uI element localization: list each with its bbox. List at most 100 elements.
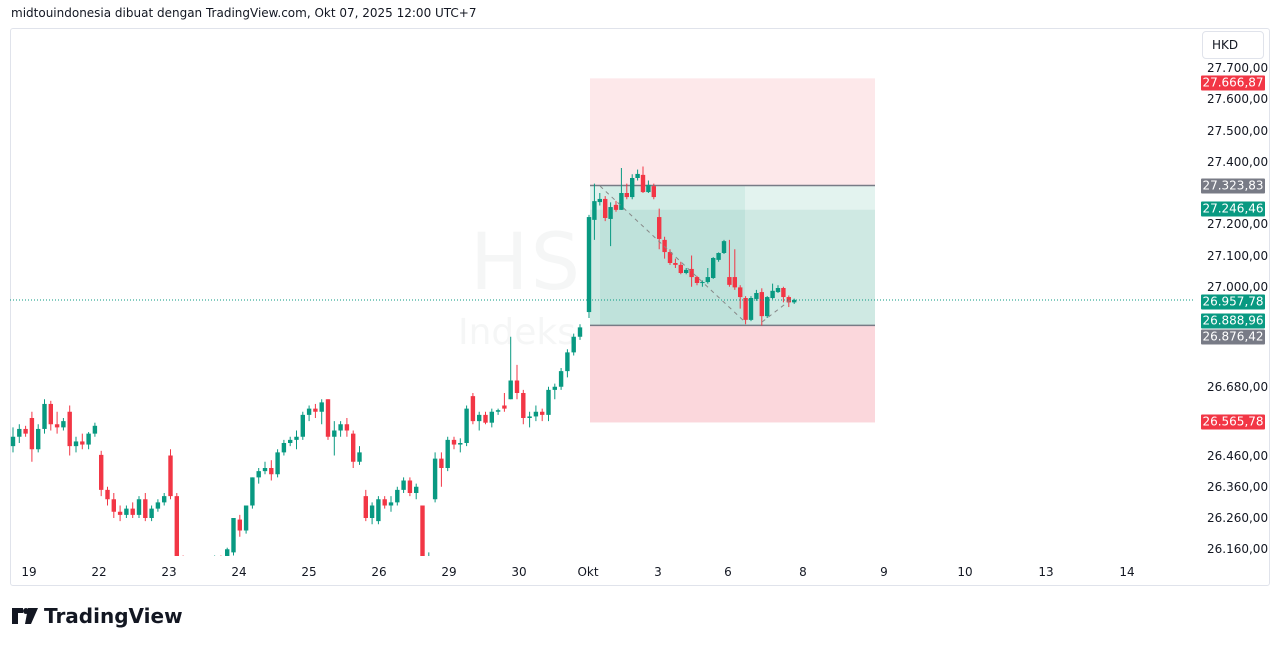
candle-body bbox=[149, 508, 154, 518]
profit-zone-inner[interactable] bbox=[590, 209, 875, 326]
candle bbox=[382, 496, 387, 509]
price-tag: 27.666,87 bbox=[1201, 75, 1265, 91]
target-zone[interactable] bbox=[590, 78, 875, 186]
candle-body bbox=[445, 439, 450, 468]
candle bbox=[514, 364, 520, 400]
candle bbox=[319, 399, 324, 425]
candle bbox=[92, 422, 98, 437]
candle-body bbox=[130, 508, 135, 515]
candle bbox=[502, 393, 507, 412]
tradingview-logo[interactable]: TradingView bbox=[12, 604, 183, 628]
candle bbox=[613, 200, 619, 212]
candle bbox=[694, 275, 700, 286]
candle bbox=[306, 405, 312, 422]
candle-body bbox=[495, 410, 501, 412]
candle-body bbox=[635, 173, 640, 178]
candle-body bbox=[577, 327, 583, 337]
candle bbox=[407, 477, 413, 497]
candle bbox=[608, 202, 613, 247]
candle-body bbox=[306, 408, 312, 415]
candle-body bbox=[281, 443, 287, 453]
candle bbox=[136, 496, 142, 518]
candle-body bbox=[269, 468, 274, 475]
candle bbox=[705, 268, 710, 284]
candle bbox=[689, 255, 694, 287]
candle bbox=[711, 257, 716, 279]
currency-button[interactable]: HKD bbox=[1202, 31, 1264, 59]
candle-body bbox=[407, 480, 413, 493]
candle bbox=[130, 502, 135, 518]
candle-body bbox=[225, 549, 230, 556]
candle bbox=[143, 493, 148, 522]
time-tick-label: Okt bbox=[577, 565, 599, 579]
candle bbox=[716, 252, 721, 262]
candle bbox=[445, 436, 450, 472]
candle bbox=[117, 505, 123, 522]
candle bbox=[325, 399, 331, 440]
position-tool[interactable] bbox=[590, 78, 875, 423]
candle bbox=[275, 449, 280, 478]
candle-body bbox=[395, 489, 400, 503]
candle bbox=[174, 493, 179, 556]
candle bbox=[527, 411, 532, 428]
logo-text: TradingView bbox=[44, 604, 183, 628]
candle bbox=[73, 436, 79, 453]
stop-zone[interactable] bbox=[590, 325, 875, 423]
price-tag: 26.957,78 bbox=[1201, 294, 1265, 310]
candle-body bbox=[667, 252, 673, 263]
candle bbox=[99, 450, 104, 497]
candle-body bbox=[451, 439, 457, 445]
candle-body bbox=[502, 405, 507, 409]
candle bbox=[483, 411, 488, 425]
candle bbox=[635, 169, 640, 181]
candle bbox=[597, 193, 602, 206]
candle-body bbox=[738, 287, 743, 298]
candle bbox=[770, 283, 775, 300]
candle bbox=[630, 174, 635, 200]
candle bbox=[225, 547, 230, 556]
candle bbox=[571, 333, 576, 356]
candle-body bbox=[571, 336, 576, 353]
candle bbox=[489, 408, 494, 428]
price-tick-label: 26.360,00 bbox=[1207, 479, 1269, 494]
candle-body bbox=[565, 352, 570, 372]
candle-body bbox=[401, 480, 406, 490]
price-tag: 26.888,96 bbox=[1201, 313, 1265, 329]
candle-body bbox=[748, 298, 754, 320]
candle bbox=[67, 405, 72, 456]
candle-body bbox=[54, 424, 60, 428]
price-tick-label: 27.000,00 bbox=[1207, 279, 1269, 294]
candle bbox=[414, 483, 419, 500]
candle bbox=[48, 400, 53, 431]
candle-body bbox=[427, 559, 431, 562]
chart-frame bbox=[10, 28, 1270, 586]
trend-line-down[interactable] bbox=[599, 185, 746, 323]
candle bbox=[313, 403, 318, 418]
candle-body bbox=[168, 455, 173, 497]
candle-body bbox=[357, 452, 362, 462]
candle bbox=[684, 268, 689, 275]
candle-body bbox=[592, 201, 597, 220]
candle bbox=[281, 439, 287, 456]
candle-body bbox=[262, 468, 268, 472]
candle bbox=[86, 432, 91, 450]
candle bbox=[61, 418, 66, 431]
price-tick-label: 26.160,00 bbox=[1207, 542, 1269, 557]
candle bbox=[586, 214, 592, 318]
time-tick-label: 9 bbox=[880, 565, 888, 579]
candle-body bbox=[99, 454, 104, 490]
price-tick-label: 27.100,00 bbox=[1207, 248, 1269, 263]
candle-body bbox=[657, 217, 662, 239]
candle bbox=[338, 421, 343, 437]
price-tag: 27.323,83 bbox=[1201, 178, 1265, 194]
price-tag: 27.246,46 bbox=[1201, 201, 1265, 217]
candle bbox=[17, 424, 22, 443]
candle-body bbox=[124, 508, 129, 515]
time-tick-label: 26 bbox=[371, 565, 387, 579]
candle-body bbox=[624, 193, 629, 198]
candle-body bbox=[363, 496, 368, 518]
trend-line-up[interactable] bbox=[761, 297, 794, 323]
candle bbox=[256, 468, 261, 484]
candle-body bbox=[533, 411, 539, 417]
